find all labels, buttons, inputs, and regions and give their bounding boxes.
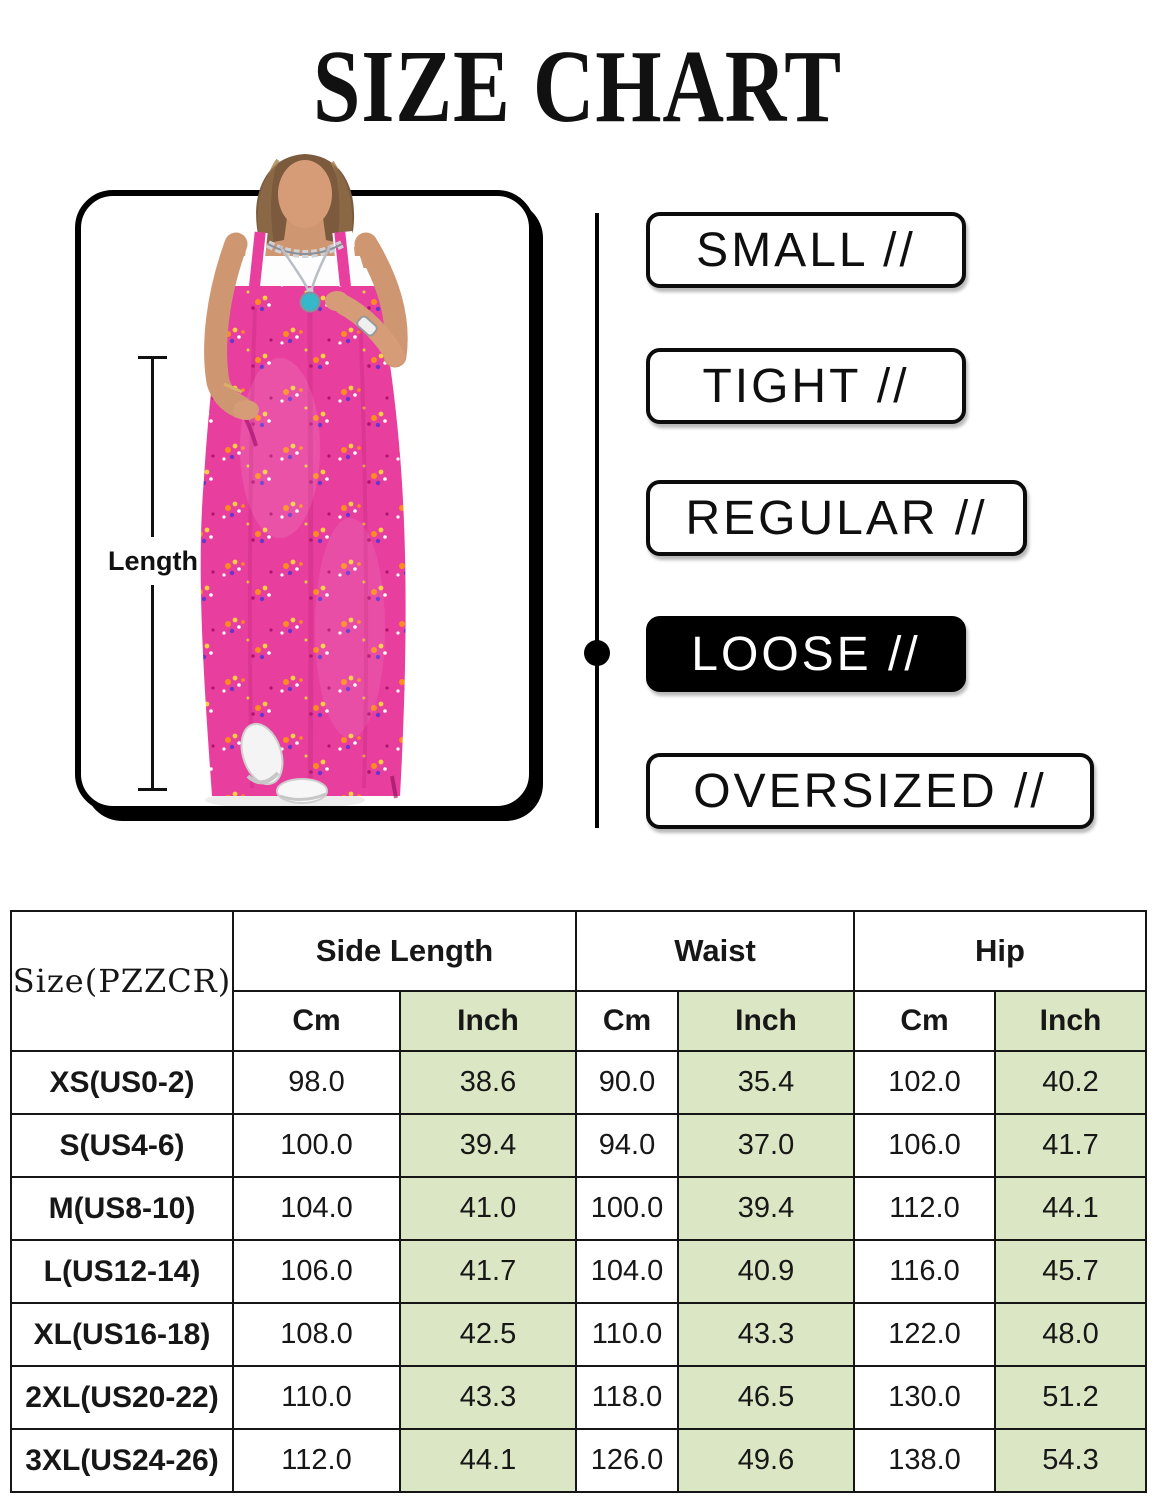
inch-value-cell: 38.6 <box>398 1050 578 1115</box>
sneakers <box>240 722 328 804</box>
unit-header-cm: Cm <box>232 990 401 1052</box>
unit-header-cm: Cm <box>575 990 680 1052</box>
cm-value-cell: 116.0 <box>853 1239 997 1304</box>
cm-value-cell: 126.0 <box>575 1428 680 1493</box>
length-line-bottom-cap <box>138 788 167 791</box>
model-face <box>278 160 332 228</box>
inch-value-cell: 44.1 <box>398 1428 578 1493</box>
inch-value-cell: 37.0 <box>677 1113 856 1178</box>
size-cell: 2XL(US20-22) <box>10 1365 234 1430</box>
size-cell: M(US8-10) <box>10 1176 234 1241</box>
inch-value-cell: 40.9 <box>677 1239 856 1304</box>
unit-header-inch: Inch <box>994 990 1148 1052</box>
jumpsuit-body <box>200 286 406 796</box>
table-row: XL(US16-18) 108.0 42.5 110.0 43.3 122.0 48.0 <box>10 1302 1148 1367</box>
unit-header-inch: Inch <box>677 990 856 1052</box>
cm-value-cell: 100.0 <box>575 1176 680 1241</box>
cm-value-cell: 102.0 <box>853 1050 997 1115</box>
inch-value-cell: 43.3 <box>398 1365 578 1430</box>
table-row: XS(US0-2) 98.0 38.6 90.0 35.4 102.0 40.2 <box>10 1050 1148 1115</box>
cm-value-cell: 112.0 <box>853 1176 997 1241</box>
table-unit-header-row: Cm Inch Cm Inch Cm Inch <box>11 990 1148 1052</box>
cm-value-cell: 108.0 <box>232 1302 401 1367</box>
inch-value-cell: 42.5 <box>398 1302 578 1367</box>
length-label: Length <box>108 546 198 576</box>
cm-value-cell: 130.0 <box>853 1365 997 1430</box>
fit-scale-marker-dot <box>584 640 610 666</box>
inch-value-cell: 43.3 <box>677 1302 856 1367</box>
inch-value-cell: 44.1 <box>994 1176 1148 1241</box>
inch-value-cell: 51.2 <box>994 1365 1148 1430</box>
unit-header-inch: Inch <box>398 990 578 1052</box>
fit-label-small: SMALL // <box>646 212 966 288</box>
cm-value-cell: 100.0 <box>232 1113 401 1178</box>
page-title: SIZE CHART <box>0 32 1154 142</box>
table-row: L(US12-14) 106.0 41.7 104.0 40.9 116.0 45.7 <box>10 1239 1148 1304</box>
cm-value-cell: 110.0 <box>232 1365 401 1430</box>
white-cami <box>230 256 370 290</box>
side-length-header: Side Length <box>231 910 578 992</box>
model-skin <box>232 210 368 268</box>
inch-value-cell: 40.2 <box>994 1050 1148 1115</box>
inch-value-cell: 39.4 <box>677 1176 856 1241</box>
inch-value-cell: 45.7 <box>994 1239 1148 1304</box>
cm-value-cell: 104.0 <box>232 1176 401 1241</box>
table-row: S(US4-6) 100.0 39.4 94.0 37.0 106.0 41.7 <box>10 1113 1148 1178</box>
bracelet <box>356 315 378 337</box>
length-line <box>151 357 154 537</box>
inch-value-cell: 54.3 <box>994 1428 1148 1493</box>
cm-value-cell: 122.0 <box>853 1302 997 1367</box>
size-table: Size(PZZCR) Side Length Waist Hip Cm Inc… <box>10 910 1148 1493</box>
jumpsuit-strap <box>248 231 266 291</box>
size-cell: L(US12-14) <box>10 1239 234 1304</box>
size-cell: XS(US0-2) <box>10 1050 234 1115</box>
size-table-body: XS(US0-2) 98.0 38.6 90.0 35.4 102.0 40.2 S(US4-… <box>10 1050 1148 1493</box>
cm-value-cell: 98.0 <box>232 1050 401 1115</box>
table-row: 3XL(US24-26) 112.0 44.1 126.0 49.6 138.0 54.3 <box>10 1428 1148 1493</box>
cm-value-cell: 106.0 <box>853 1113 997 1178</box>
cm-value-cell: 112.0 <box>232 1428 401 1493</box>
unit-header-cm: Cm <box>853 990 997 1052</box>
fit-scale-divider-line <box>595 213 599 828</box>
length-line <box>151 585 154 790</box>
cm-value-cell: 106.0 <box>232 1239 401 1304</box>
inch-value-cell: 49.6 <box>677 1428 856 1493</box>
cm-value-cell: 138.0 <box>853 1428 997 1493</box>
inch-value-cell: 39.4 <box>398 1113 578 1178</box>
hip-header: Hip <box>853 910 1148 992</box>
inch-value-cell: 46.5 <box>677 1365 856 1430</box>
model-photo <box>200 154 408 809</box>
fit-label-tight: TIGHT // <box>646 348 966 424</box>
inch-value-cell: 41.0 <box>398 1176 578 1241</box>
cm-value-cell: 90.0 <box>575 1050 680 1115</box>
size-column-header: Size(PZZCR) <box>10 910 234 1052</box>
cm-value-cell: 118.0 <box>575 1365 680 1430</box>
fit-label-regular: REGULAR // <box>646 480 1027 556</box>
model-left-arm <box>204 232 252 419</box>
fit-label-oversized: OVERSIZED // <box>646 753 1094 829</box>
inch-value-cell: 41.7 <box>994 1113 1148 1178</box>
size-cell: XL(US16-18) <box>10 1302 234 1367</box>
waist-header: Waist <box>575 910 856 992</box>
cm-value-cell: 110.0 <box>575 1302 680 1367</box>
size-cell: 3XL(US24-26) <box>10 1428 234 1493</box>
inch-value-cell: 41.7 <box>398 1239 578 1304</box>
cm-value-cell: 104.0 <box>575 1239 680 1304</box>
table-row: 2XL(US20-22) 110.0 43.3 118.0 46.5 130.0 51.2 <box>10 1365 1148 1430</box>
cm-value-cell: 94.0 <box>575 1113 680 1178</box>
table-row: M(US8-10) 104.0 41.0 100.0 39.4 112.0 44.1 <box>10 1176 1148 1241</box>
table-group-header-row: Size(PZZCR) Side Length Waist Hip <box>10 910 1148 1052</box>
turquoise-pendant <box>299 291 321 313</box>
inch-value-cell: 48.0 <box>994 1302 1148 1367</box>
size-cell: S(US4-6) <box>10 1113 234 1178</box>
inch-value-cell: 35.4 <box>677 1050 856 1115</box>
fit-label-loose: LOOSE // <box>646 616 966 692</box>
page-title-text: SIZE CHART <box>312 29 842 144</box>
